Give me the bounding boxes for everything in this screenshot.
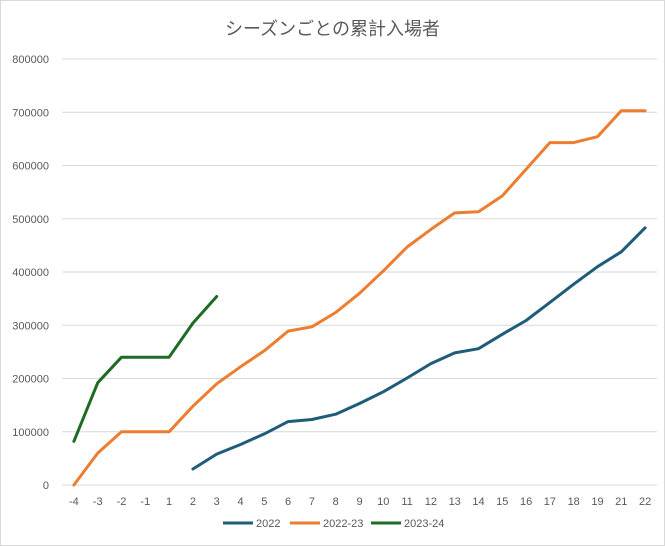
y-tick-label: 100000 [12, 427, 49, 439]
y-tick-label: 200000 [12, 374, 49, 386]
x-tick-label: 22 [639, 496, 651, 508]
x-tick-label: -4 [69, 496, 79, 508]
y-tick-label: 400000 [12, 267, 49, 279]
x-tick-label: 7 [309, 496, 315, 508]
x-tick-label: -1 [140, 496, 150, 508]
x-tick-label: 1 [166, 496, 172, 508]
x-tick-label: 10 [377, 496, 389, 508]
y-tick-label: 300000 [12, 320, 49, 332]
x-tick-label: -3 [93, 496, 103, 508]
x-tick-label: 13 [449, 496, 461, 508]
x-tick-label: 3 [214, 496, 220, 508]
x-tick-label: 8 [333, 496, 339, 508]
x-tick-label: 4 [237, 496, 243, 508]
x-tick-label: 5 [261, 496, 267, 508]
x-tick-label: 2 [190, 496, 196, 508]
y-tick-label: 0 [43, 480, 49, 492]
x-tick-label: 12 [425, 496, 437, 508]
y-tick-label: 700000 [12, 107, 49, 119]
legend-label-2022-23: 2022-23 [323, 518, 363, 530]
series-line-2022-23 [72, 109, 647, 487]
x-tick-label: 17 [544, 496, 556, 508]
x-tick-label: 9 [356, 496, 362, 508]
x-tick-label: 14 [472, 496, 484, 508]
x-tick-label: 6 [285, 496, 291, 508]
y-tick-label: 600000 [12, 161, 49, 173]
x-tick-label: 15 [496, 496, 508, 508]
x-tick-label: 11 [401, 496, 412, 508]
x-tick-label: 19 [591, 496, 603, 508]
series-line-2022 [191, 226, 647, 471]
legend-label-2023-24: 2023-24 [404, 518, 444, 530]
x-tick-label: 21 [615, 496, 627, 508]
series-line-2023-24 [72, 295, 219, 443]
x-tick-label: 18 [568, 496, 580, 508]
chart-title: シーズンごとの累計入場者 [225, 19, 440, 40]
x-tick-label: 16 [520, 496, 532, 508]
x-tick-label: -2 [117, 496, 127, 508]
y-tick-label: 500000 [12, 214, 49, 226]
legend-label-2022: 2022 [256, 518, 280, 530]
y-tick-label: 800000 [12, 54, 49, 66]
